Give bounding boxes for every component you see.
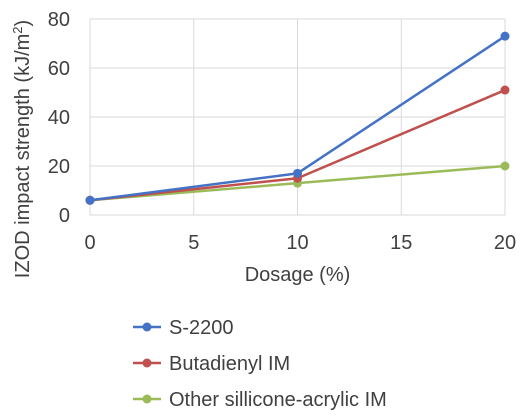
data-point	[500, 85, 510, 95]
data-point	[85, 195, 95, 205]
legend-marker	[142, 358, 152, 368]
legend-label: Butadienyl IM	[169, 353, 290, 375]
data-point	[293, 168, 302, 178]
y-axis-title-sup: 2	[10, 26, 25, 33]
tick-labels: 0 5 10 15 20 0 20 40 60 80	[48, 9, 516, 254]
series	[85, 31, 510, 205]
axes: Dosage (%) IZOD impact strength (kJ/m2)	[10, 20, 351, 286]
y-axis-title-main: IZOD impact strength (kJ/m	[12, 34, 34, 279]
x-tick-label: 15	[390, 232, 412, 254]
y-tick-label: 80	[48, 9, 70, 31]
legend: S-2200 Butadienyl IM Other sillicone-acryl…	[133, 317, 387, 411]
x-tick-label: 10	[286, 232, 308, 254]
grid	[89, 18, 506, 216]
x-tick-label: 20	[494, 232, 516, 254]
y-tick-label: 60	[48, 58, 70, 80]
y-tick-label: 0	[59, 205, 70, 227]
data-point	[500, 31, 510, 41]
x-axis-title: Dosage (%)	[245, 264, 351, 286]
legend-marker	[142, 322, 152, 332]
y-tick-label: 20	[48, 156, 70, 178]
legend-marker	[142, 394, 152, 404]
x-tick-label: 0	[84, 232, 95, 254]
legend-label: Other sillicone-acrylic IM	[169, 389, 387, 411]
y-axis-title: IZOD impact strength (kJ/m2)	[10, 20, 35, 278]
y-axis-title-end: )	[12, 20, 34, 27]
legend-label: S-2200	[169, 317, 234, 339]
x-tick-label: 5	[188, 232, 199, 254]
data-point	[500, 161, 510, 171]
y-tick-label: 40	[48, 107, 70, 129]
